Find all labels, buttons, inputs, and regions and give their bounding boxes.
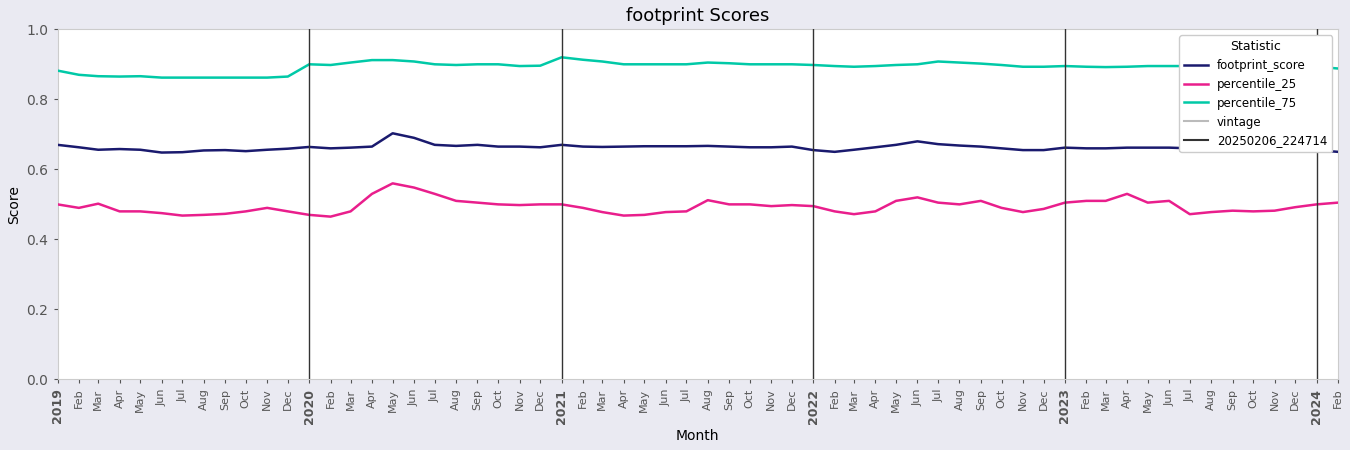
Line: percentile_75: percentile_75 bbox=[58, 57, 1338, 77]
Y-axis label: Score: Score bbox=[7, 185, 22, 224]
Line: footprint_score: footprint_score bbox=[58, 133, 1338, 153]
Title: footprint Scores: footprint Scores bbox=[626, 7, 769, 25]
Line: percentile_25: percentile_25 bbox=[58, 183, 1338, 216]
X-axis label: Month: Month bbox=[676, 429, 720, 443]
Legend: footprint_score, percentile_25, percentile_75, vintage, 20250206_224714: footprint_score, percentile_25, percenti… bbox=[1180, 35, 1332, 152]
